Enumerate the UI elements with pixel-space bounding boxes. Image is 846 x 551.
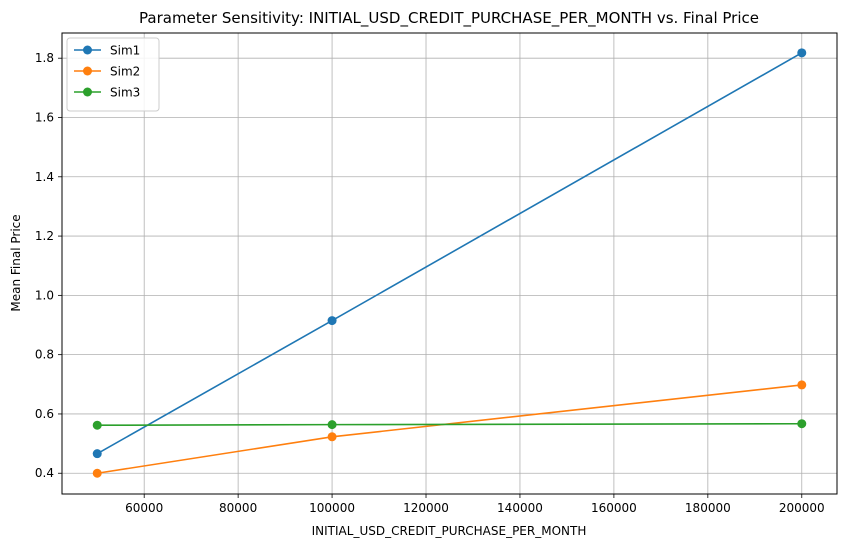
data-point — [797, 48, 807, 58]
x-axis-label: INITIAL_USD_CREDIT_PURCHASE_PER_MONTH — [312, 524, 587, 538]
data-point — [92, 420, 102, 430]
y-tick-label: 1.2 — [35, 229, 54, 243]
data-point — [327, 432, 337, 442]
grid-layer — [62, 33, 837, 494]
series-layer — [92, 48, 807, 478]
data-point — [92, 468, 102, 478]
series-sim2 — [92, 380, 807, 478]
y-tick-label: 1.4 — [35, 170, 54, 184]
chart-title: Parameter Sensitivity: INITIAL_USD_CREDI… — [139, 9, 759, 28]
y-tick-label: 0.8 — [35, 348, 54, 362]
x-tick-label: 200000 — [779, 501, 825, 515]
data-point — [92, 449, 102, 459]
plot-frame — [61, 32, 838, 495]
series-sim1 — [92, 48, 807, 459]
x-tick-label: 80000 — [219, 501, 257, 515]
y-tick-label: 1.0 — [35, 288, 54, 302]
y-tick-label: 1.8 — [35, 51, 54, 65]
legend: Sim1 Sim2 Sim3 — [66, 37, 160, 112]
legend-label: Sim2 — [110, 65, 140, 79]
y-axis-label: Mean Final Price — [9, 214, 23, 311]
x-tick-label: 160000 — [591, 501, 637, 515]
data-point — [797, 419, 807, 429]
x-tick-label: 180000 — [685, 501, 731, 515]
legend-item: Sim2 — [74, 65, 140, 79]
series-line — [97, 422, 802, 427]
y-tick-label: 0.4 — [35, 466, 54, 480]
legend-swatch-marker — [83, 66, 92, 76]
legend-swatch-marker — [83, 45, 92, 55]
x-tick-label: 100000 — [309, 501, 355, 515]
data-point — [327, 316, 337, 326]
y-tick-label: 1.6 — [35, 110, 54, 124]
data-point — [327, 420, 337, 430]
legend-item: Sim3 — [74, 86, 140, 100]
legend-label: Sim1 — [110, 44, 140, 58]
y-tick-label: 0.6 — [35, 407, 54, 421]
x-tick-label: 140000 — [497, 501, 543, 515]
legend-item: Sim1 — [74, 44, 140, 58]
x-tick-label: 120000 — [403, 501, 449, 515]
legend-swatch-marker — [83, 87, 92, 97]
data-point — [797, 380, 807, 390]
series-sim3 — [92, 419, 807, 430]
x-tick-label: 60000 — [125, 501, 163, 515]
tick-layer: 60000 80000 100000 120000 140000 160000 180000… — [35, 51, 825, 515]
series-line — [96, 52, 803, 455]
series-line — [97, 384, 802, 475]
legend-label: Sim3 — [110, 86, 140, 100]
